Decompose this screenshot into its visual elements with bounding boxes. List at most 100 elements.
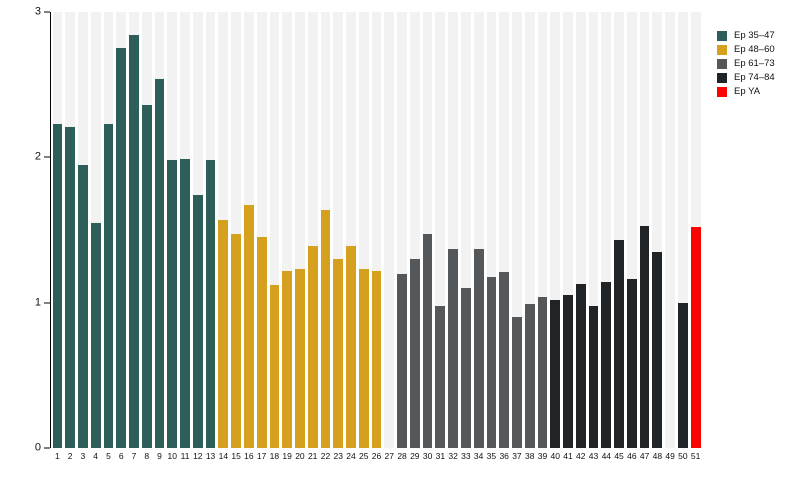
legend: Ep 35–47 Ep 48–60 Ep 61–73 Ep 74–84 Ep Y…	[717, 31, 775, 101]
slot-stripe	[614, 12, 624, 448]
legend-label: Ep 48–60	[734, 44, 775, 56]
x-tick-label: 37	[512, 451, 522, 461]
bar-episode-43	[588, 305, 599, 448]
bar-episode-28	[397, 273, 407, 448]
bars: 1 2 3 4 5 6 7 8 9 10 11 12 13 14 15 16 17 18 19 20 21 22 23 24 2…	[51, 12, 702, 460]
slot-stripe	[397, 12, 407, 448]
bar-episode-32	[448, 248, 458, 448]
x-tick-label: 4	[93, 451, 99, 461]
bar-episode-34	[473, 248, 484, 448]
bar-slot-20: 20	[294, 12, 307, 460]
bar-slot-14: 14	[217, 12, 230, 460]
bar-episode-1	[52, 123, 63, 448]
x-tick-label: 50	[678, 451, 688, 461]
x-tick-label: 34	[473, 451, 484, 461]
slot-stripe	[346, 12, 356, 448]
bar-slot-34: 34	[472, 12, 485, 460]
bar-slot-35: 35	[485, 12, 498, 460]
slot-stripe	[409, 12, 420, 448]
y-tick	[44, 156, 50, 158]
x-tick-label: 19	[282, 451, 292, 461]
bar-slot-1: 1	[51, 12, 64, 460]
bar-slot-3: 3	[77, 12, 90, 460]
x-tick-label: 31	[435, 451, 446, 461]
slot-stripe	[358, 12, 369, 448]
bar-slot-33: 33	[460, 12, 473, 460]
bar-episode-41	[563, 295, 573, 448]
bar-episode-10	[167, 160, 178, 448]
x-tick-label: 47	[639, 451, 650, 461]
bar-episode-9	[154, 78, 165, 448]
bar-episode-33	[461, 288, 471, 448]
bar-episode-48	[652, 251, 663, 448]
slot-stripe	[333, 12, 344, 448]
bar-episode-50	[678, 302, 688, 448]
y-tick-label: 3	[34, 5, 41, 18]
x-tick-label: 29	[410, 451, 420, 461]
y-tick-label: 2	[34, 150, 41, 163]
bar-episode-38	[524, 304, 535, 448]
slot-stripe	[512, 12, 522, 448]
bar-slot-4: 4	[89, 12, 102, 460]
bar-episode-20	[295, 269, 305, 448]
bar-episode-17	[256, 237, 267, 448]
x-tick-label: 10	[167, 451, 177, 461]
slot-stripe	[448, 12, 458, 448]
bar-episode-14	[218, 219, 229, 448]
bar-episode-26	[371, 270, 382, 448]
x-tick-label: 13	[205, 451, 216, 461]
x-tick-label: 6	[118, 451, 124, 461]
y-tick	[44, 447, 50, 449]
x-tick-label: 44	[601, 451, 612, 461]
x-tick-label: 22	[320, 451, 331, 461]
legend-item: Ep 48–60	[717, 45, 775, 55]
x-tick-label: 25	[359, 451, 369, 461]
x-tick-label: 16	[244, 451, 254, 461]
y-axis-line	[50, 12, 51, 448]
bar-episode-15	[231, 234, 241, 448]
x-tick-label: 39	[537, 451, 548, 461]
bar-slot-8: 8	[140, 12, 153, 460]
bar-slot-18: 18	[268, 12, 281, 460]
slot-stripe	[384, 12, 395, 448]
bar-episode-7	[129, 35, 139, 448]
x-tick-label: 21	[307, 451, 318, 461]
slot-stripe	[537, 12, 548, 448]
bar-episode-3	[78, 164, 88, 448]
bar-episode-2	[65, 126, 76, 448]
legend-label: Ep 74–84	[734, 72, 775, 84]
bar-episode-12	[192, 195, 203, 448]
legend-swatch-ep-48-60	[717, 45, 727, 55]
bar-episode-30	[422, 234, 433, 448]
bar-episode-40	[550, 299, 561, 448]
slot-stripe	[499, 12, 510, 448]
x-tick-label: 32	[448, 451, 458, 461]
x-tick-label: 36	[499, 451, 509, 461]
slot-stripe	[435, 12, 446, 448]
slot-stripe	[256, 12, 267, 448]
bar-slot-10: 10	[166, 12, 179, 460]
bar-slot-21: 21	[306, 12, 319, 460]
slot-stripe	[550, 12, 561, 448]
x-tick-label: 5	[106, 451, 111, 461]
bar-episode-47	[639, 225, 650, 448]
bar-episode-5	[103, 123, 114, 448]
x-tick-label: 42	[576, 451, 586, 461]
x-tick-label: 23	[333, 451, 343, 461]
bar-episode-16	[243, 205, 254, 448]
x-tick-label: 7	[131, 451, 137, 461]
x-tick-label: 30	[422, 451, 433, 461]
bar-episode-44	[601, 282, 612, 448]
bar-slot-11: 11	[179, 12, 192, 460]
bar-slot-2: 2	[64, 12, 77, 460]
bar-slot-28: 28	[396, 12, 409, 460]
bar-episode-13	[205, 160, 216, 448]
legend-label: Ep YA	[734, 86, 761, 98]
x-tick-label: 8	[144, 451, 150, 461]
bar-episode-29	[409, 259, 420, 448]
bar-slot-45: 45	[613, 12, 626, 460]
legend-label: Ep 35–47	[734, 30, 775, 42]
bar-slot-41: 41	[562, 12, 575, 460]
y-tick	[44, 302, 50, 304]
bar-slot-37: 37	[511, 12, 524, 460]
